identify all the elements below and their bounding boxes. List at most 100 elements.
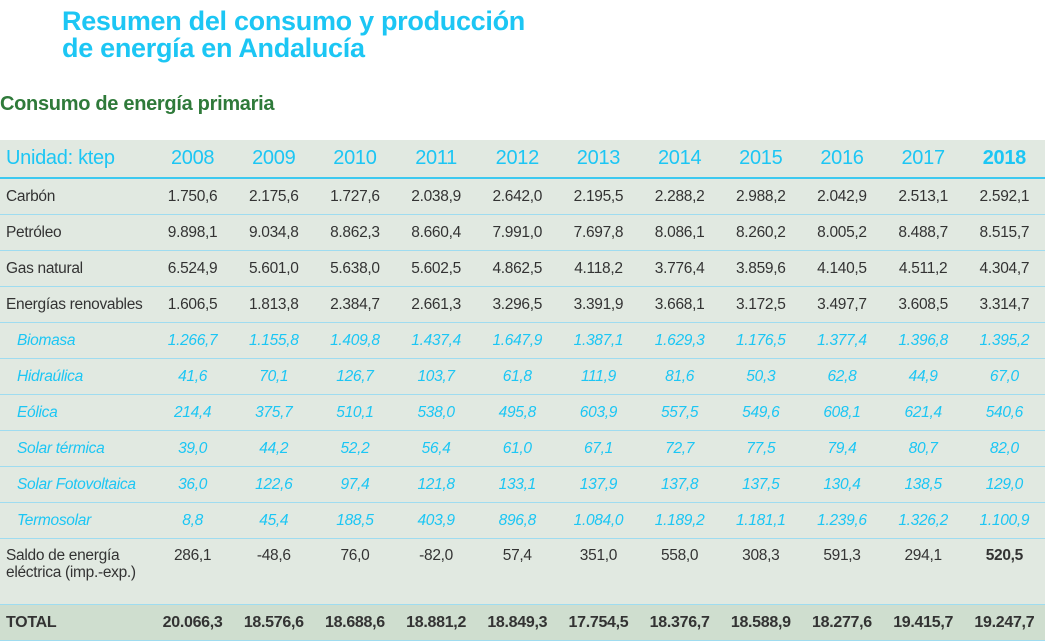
row-label: Petróleo xyxy=(0,214,152,251)
value-cell: 8.005,2 xyxy=(801,214,883,251)
renewable-subrow: Termosolar 8,8 45,4 188,5 403,9 896,8 1.084,0 1… xyxy=(0,502,1045,539)
value-cell: 8.660,4 xyxy=(395,214,477,251)
value-cell: 1.084,0 xyxy=(557,502,640,539)
row-label: Solar Fotovoltaica xyxy=(0,466,152,503)
row-label: TOTAL xyxy=(0,604,152,641)
value-cell: 18.376,7 xyxy=(639,604,721,641)
value-cell: 41,6 xyxy=(152,358,234,395)
value-cell: 5.601,0 xyxy=(233,250,315,287)
value-cell: 4.140,5 xyxy=(801,250,883,287)
value-cell: 121,8 xyxy=(395,466,477,503)
value-cell: 8,8 xyxy=(152,502,234,539)
value-cell: 39,0 xyxy=(152,430,234,467)
value-cell: 286,1 xyxy=(152,538,234,605)
value-cell: 19.247,7 xyxy=(963,604,1045,641)
value-cell: 3.296,5 xyxy=(476,286,558,323)
value-cell: 1.266,7 xyxy=(152,322,234,359)
value-cell: 351,0 xyxy=(557,538,640,605)
value-cell: 50,3 xyxy=(720,358,802,395)
value-cell: 495,8 xyxy=(476,394,558,431)
table-row: Gas natural 6.524,9 5.601,0 5.638,0 5.602,5 4… xyxy=(0,250,1045,287)
value-cell: 133,1 xyxy=(476,466,558,503)
value-cell: 82,0 xyxy=(963,430,1045,467)
value-cell: 1.437,4 xyxy=(395,322,477,359)
value-cell: 129,0 xyxy=(963,466,1045,503)
value-cell: 520,5 xyxy=(963,538,1045,605)
title-line-1: Resumen del consumo y producción xyxy=(62,6,525,36)
saldo-row: Saldo de energía eléctrica (imp.-exp.) 286… xyxy=(0,538,1045,605)
total-row: TOTAL 20.066,3 18.576,6 18.688,6 18.881,2 18.… xyxy=(0,604,1045,641)
value-cell: 2.988,2 xyxy=(720,178,802,215)
value-cell: 8.086,1 xyxy=(639,214,721,251)
value-cell: 896,8 xyxy=(476,502,558,539)
value-cell: 3.391,9 xyxy=(557,286,640,323)
value-cell: 2.592,1 xyxy=(963,178,1045,215)
value-cell: 1.629,3 xyxy=(639,322,721,359)
value-cell: 76,0 xyxy=(314,538,396,605)
year-header: 2011 xyxy=(395,140,477,179)
year-header: 2017 xyxy=(882,140,964,179)
table-row: Petróleo 9.898,1 9.034,8 8.862,3 8.660,4 7.99… xyxy=(0,214,1045,251)
value-cell: 1.606,5 xyxy=(152,286,234,323)
value-cell: 67,1 xyxy=(557,430,640,467)
value-cell: 621,4 xyxy=(882,394,964,431)
value-cell: 17.754,5 xyxy=(557,604,640,641)
value-cell: 70,1 xyxy=(233,358,315,395)
value-cell: 56,4 xyxy=(395,430,477,467)
value-cell: 81,6 xyxy=(639,358,721,395)
value-cell: -48,6 xyxy=(233,538,315,605)
table-row: Carbón 1.750,6 2.175,6 1.727,6 2.038,9 2.642,… xyxy=(0,178,1045,215)
value-cell: 18.881,2 xyxy=(395,604,477,641)
value-cell: 4.304,7 xyxy=(963,250,1045,287)
value-cell: 72,7 xyxy=(639,430,721,467)
renewable-subrow: Eólica 214,4 375,7 510,1 538,0 495,8 603,9 557,… xyxy=(0,394,1045,431)
header-row: Unidad: ktep 2008 2009 2010 2011 2012 2013 201… xyxy=(0,140,1045,179)
year-header: 2014 xyxy=(639,140,721,179)
value-cell: 1.813,8 xyxy=(233,286,315,323)
value-cell: 79,4 xyxy=(801,430,883,467)
value-cell: 2.042,9 xyxy=(801,178,883,215)
row-label: Energías renovables xyxy=(0,286,152,323)
year-header: 2015 xyxy=(720,140,802,179)
value-cell: 18.688,6 xyxy=(314,604,396,641)
value-cell: 122,6 xyxy=(233,466,315,503)
value-cell: 1.189,2 xyxy=(639,502,721,539)
value-cell: 3.172,5 xyxy=(720,286,802,323)
row-label: Solar térmica xyxy=(0,430,152,467)
value-cell: 18.277,6 xyxy=(801,604,883,641)
value-cell: 61,8 xyxy=(476,358,558,395)
value-cell: 188,5 xyxy=(314,502,396,539)
value-cell: 403,9 xyxy=(395,502,477,539)
value-cell: 1.727,6 xyxy=(314,178,396,215)
row-label: Gas natural xyxy=(0,250,152,287)
value-cell: 4.862,5 xyxy=(476,250,558,287)
value-cell: 20.066,3 xyxy=(152,604,234,641)
value-cell: 8.488,7 xyxy=(882,214,964,251)
value-cell: 538,0 xyxy=(395,394,477,431)
value-cell: 5.638,0 xyxy=(314,250,396,287)
value-cell: 62,8 xyxy=(801,358,883,395)
value-cell: 557,5 xyxy=(639,394,721,431)
value-cell: 67,0 xyxy=(963,358,1045,395)
value-cell: 540,6 xyxy=(963,394,1045,431)
year-header: 2018 xyxy=(963,140,1045,179)
year-header: 2013 xyxy=(557,140,640,179)
value-cell: 2.175,6 xyxy=(233,178,315,215)
value-cell: 9.898,1 xyxy=(152,214,234,251)
value-cell: 137,9 xyxy=(557,466,640,503)
value-cell: 1.396,8 xyxy=(882,322,964,359)
value-cell: 36,0 xyxy=(152,466,234,503)
value-cell: 137,8 xyxy=(639,466,721,503)
value-cell: 4.511,2 xyxy=(882,250,964,287)
value-cell: 1.377,4 xyxy=(801,322,883,359)
value-cell: 57,4 xyxy=(476,538,558,605)
value-cell: 18.588,9 xyxy=(720,604,802,641)
value-cell: 549,6 xyxy=(720,394,802,431)
value-cell: 5.602,5 xyxy=(395,250,477,287)
value-cell: 8.260,2 xyxy=(720,214,802,251)
value-cell: 8.515,7 xyxy=(963,214,1045,251)
renewable-subrow: Solar térmica 39,0 44,2 52,2 56,4 61,0 67,1 72,… xyxy=(0,430,1045,467)
value-cell: 45,4 xyxy=(233,502,315,539)
value-cell: 4.118,2 xyxy=(557,250,640,287)
value-cell: 3.776,4 xyxy=(639,250,721,287)
